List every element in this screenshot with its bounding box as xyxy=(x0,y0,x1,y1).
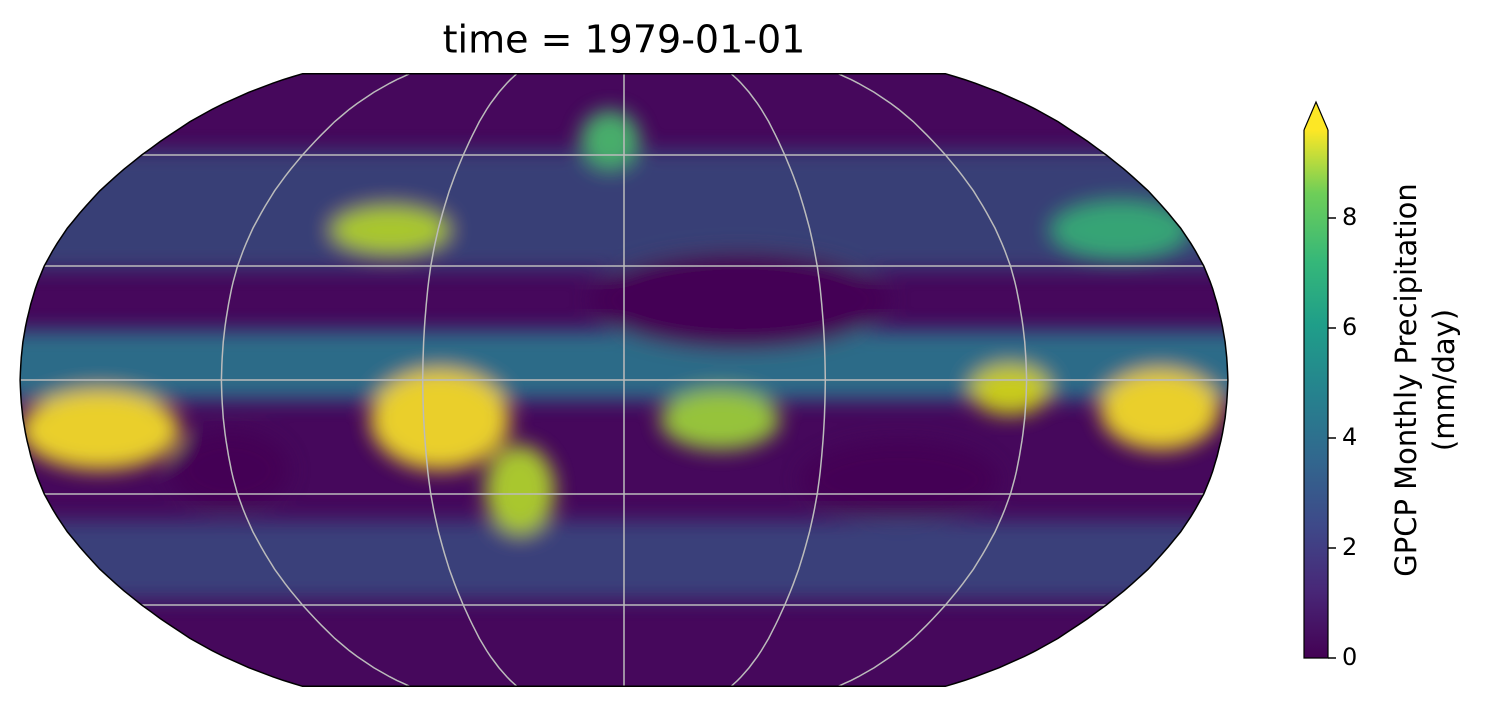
graticule xyxy=(20,73,1228,687)
meridian xyxy=(421,73,518,687)
colorbar-tick-label: 8 xyxy=(1342,203,1357,231)
meridian xyxy=(220,73,411,687)
colorbar-tick-label: 4 xyxy=(1342,423,1357,451)
meridian xyxy=(837,73,1028,687)
colorbar-frame xyxy=(1303,130,1329,659)
map-outline xyxy=(19,72,1229,688)
map-title: time = 1979-01-01 xyxy=(443,18,806,62)
colorbar-tick-label: 2 xyxy=(1342,533,1357,561)
colorbar xyxy=(1304,130,1328,658)
colorbar-tick-label: 6 xyxy=(1342,313,1357,341)
colorbar-axis: 0 2 4 6 8 xyxy=(1328,203,1357,671)
colorbar-extend xyxy=(1303,100,1329,131)
meridian xyxy=(730,73,827,687)
colorbar-label: GPCP Monthly Precipitation xyxy=(1389,183,1423,577)
colorbar-label: (mm/day) xyxy=(1427,309,1461,451)
colorbar-tick-label: 0 xyxy=(1342,643,1357,671)
